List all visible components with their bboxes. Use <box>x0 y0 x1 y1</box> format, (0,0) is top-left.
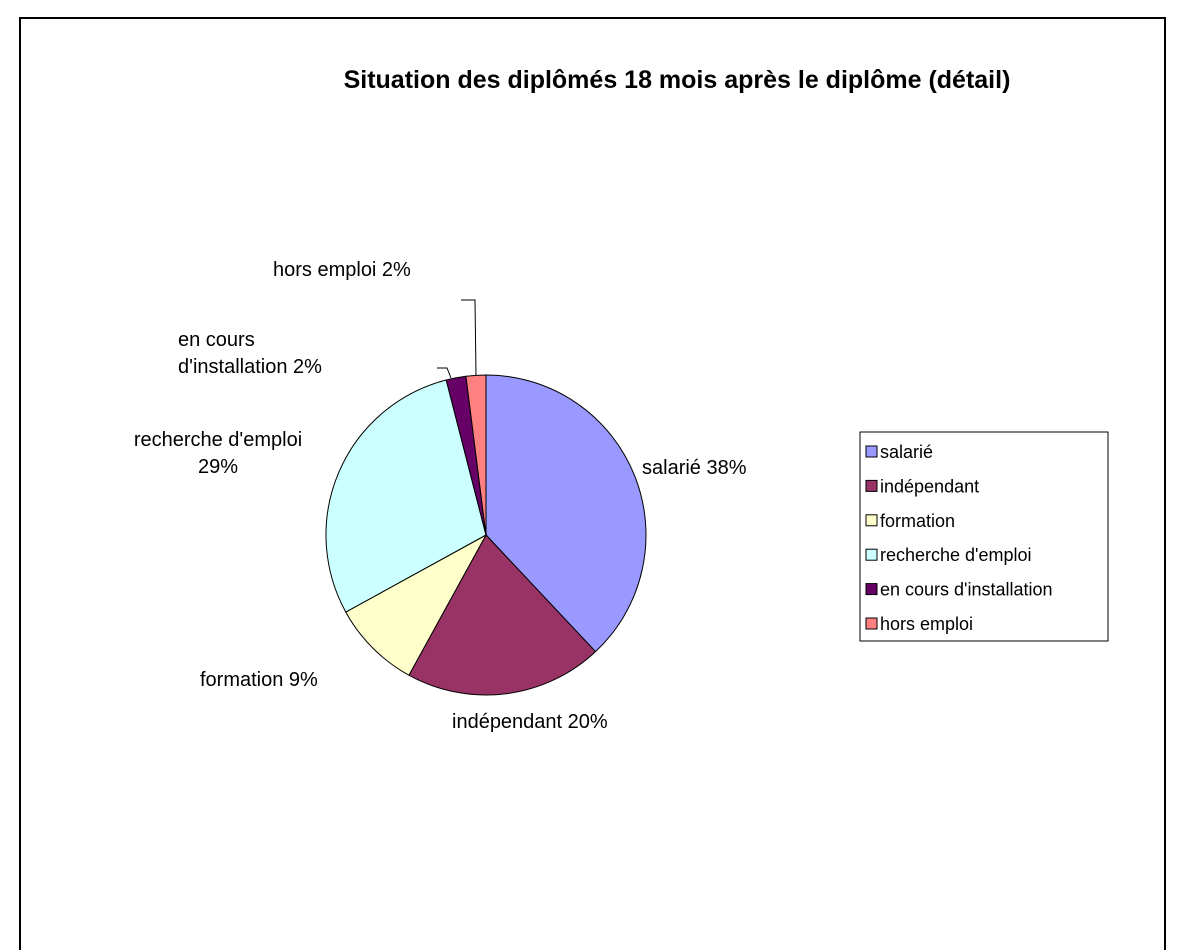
legend-label: recherche d'emploi <box>880 545 1032 565</box>
data-label: salarié 38% <box>642 457 747 479</box>
pie-slice <box>485 374 647 653</box>
legend-box <box>859 431 1109 642</box>
pie-slice <box>408 534 597 696</box>
legend-swatch <box>865 617 878 630</box>
legend-label: salarié <box>880 442 933 462</box>
data-label: en cours d'installation 2% <box>178 329 322 378</box>
legend-swatch <box>865 548 878 561</box>
legend-label: hors emploi <box>880 614 973 634</box>
data-label: indépendant 20% <box>452 711 608 733</box>
legend-swatch <box>865 514 878 527</box>
pie-slice <box>465 374 487 536</box>
pie-slice <box>345 533 488 676</box>
data-label: hors emploi 2% <box>273 259 411 281</box>
legend-swatch <box>865 583 878 596</box>
pie-slice <box>325 379 487 613</box>
data-label: formation 9% <box>200 669 318 691</box>
leader-line <box>437 367 452 379</box>
legend-swatch <box>865 445 878 458</box>
chart-title: Situation des diplômés 18 mois après le … <box>344 66 1011 94</box>
legend-label: indépendant <box>880 476 979 496</box>
legend-swatch <box>865 479 878 492</box>
data-label: recherche d'emploi 29% <box>133 429 303 478</box>
legend-label: en cours d'installation <box>880 580 1053 600</box>
legend-label: formation <box>880 511 955 531</box>
leader-line <box>461 299 477 376</box>
